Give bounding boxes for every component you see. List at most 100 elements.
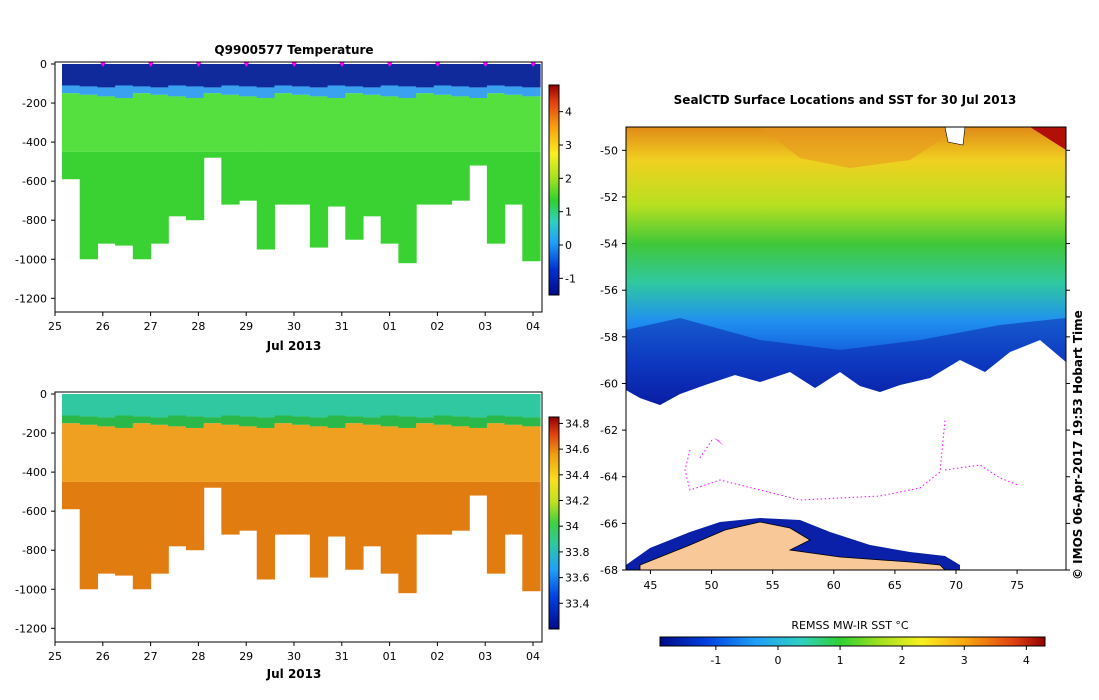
profile-mid-layer (79, 94, 99, 152)
profile-transition-layer (451, 416, 470, 427)
x-tick-label: 02 (430, 650, 444, 663)
profile-surface-layer (362, 394, 382, 418)
profile-mid-layer (522, 96, 541, 152)
profile-transition-layer (97, 417, 116, 427)
x-tick-label: 26 (96, 320, 110, 333)
y-tick-label: -400 (22, 466, 47, 479)
profile-surface-layer (168, 394, 187, 416)
profile-deep-layer (469, 481, 488, 496)
profile-mid-layer (239, 96, 258, 152)
profile-transition-layer (486, 85, 506, 94)
profile-mid-layer (185, 427, 205, 482)
profile-mid-layer (150, 424, 169, 482)
profile-surface-layer (416, 64, 435, 88)
profile-mid-layer (416, 423, 435, 482)
x-tick-label: 30 (287, 320, 301, 333)
colorbar-tick-label: 33.4 (565, 597, 590, 610)
y-tick-label: -200 (22, 427, 47, 440)
profile-deep-layer (522, 151, 541, 262)
profile-surface-layer (327, 64, 346, 86)
profile-transition-layer (221, 85, 240, 95)
profile-deep-layer (62, 151, 81, 180)
profile-surface-layer (486, 64, 506, 86)
profile-mid-layer (62, 423, 81, 482)
profile-deep-layer (274, 481, 293, 535)
x-tick-label: 25 (48, 320, 62, 333)
profile-deep-layer (79, 481, 99, 590)
y-tick-label: -800 (22, 544, 47, 557)
map-y-tick-label: -52 (600, 191, 618, 204)
profile-transition-layer (239, 86, 258, 97)
profile-mid-layer (416, 93, 435, 152)
profile-mid-layer (469, 97, 488, 152)
profile-deep-layer (203, 481, 222, 488)
profile-mid-layer (345, 93, 364, 152)
sst-map-panel: SealCTD Surface Locations and SST for 30… (600, 93, 1085, 667)
sst-colorbar-ticks: -1 0 1 2 3 4 (710, 646, 1030, 667)
profile-deep-layer (504, 151, 523, 205)
salinity-colorbar (548, 416, 560, 630)
profile-marker (386, 62, 393, 67)
profile-mid-layer (79, 424, 99, 482)
map-y-tick-label: -60 (600, 377, 618, 390)
map-y-tick-label: -58 (600, 331, 618, 344)
sst-colorbar-tick-label: 1 (837, 654, 844, 667)
profile-transition-layer (486, 415, 506, 424)
profile-transition-layer (433, 415, 453, 425)
profile-transition-layer (309, 417, 329, 427)
x-tick-label: 31 (335, 320, 349, 333)
colorbar-tick-label: 2 (565, 172, 572, 185)
profile-surface-layer (522, 64, 541, 88)
profile-deep-layer (416, 481, 435, 535)
sst-colorbar-tick-label: 2 (899, 654, 906, 667)
profile-mid-layer (292, 94, 311, 152)
map-y-tick-label: -62 (600, 424, 618, 437)
profile-surface-layer (239, 64, 258, 87)
profile-deep-layer (256, 481, 276, 580)
profile-deep-layer (327, 481, 346, 537)
profile-mid-layer (274, 93, 293, 152)
profile-surface-layer (292, 394, 311, 417)
profile-deep-layer (62, 481, 81, 510)
profile-surface-layer (203, 394, 222, 418)
profile-deep-layer (239, 481, 258, 531)
y-tick-label: -800 (22, 214, 47, 227)
x-tick-label: 31 (335, 650, 349, 663)
seal-track (684, 419, 1019, 501)
profile-marker (339, 62, 345, 67)
x-tick-label: 27 (144, 320, 158, 333)
profile-deep-layer (168, 151, 187, 217)
profile-transition-layer (522, 417, 541, 427)
profile-transition-layer (292, 416, 311, 425)
profile-mid-layer (150, 94, 169, 152)
x-tick-label: 04 (526, 320, 540, 333)
colorbar-tick-label: 4 (565, 106, 572, 119)
profile-transition-layer (256, 417, 276, 428)
temperature-panel: Q9900577 Temperature 0 -200 -400 -600 -800 -1… (15, 43, 576, 353)
profile-deep-layer (79, 151, 99, 260)
profile-deep-layer (132, 481, 152, 590)
y-tick-label: -200 (22, 97, 47, 110)
profile-transition-layer (362, 87, 382, 95)
profile-deep-layer (469, 151, 488, 166)
profile-deep-layer (115, 481, 134, 576)
x-tick-label: 29 (239, 320, 253, 333)
profile-surface-layer (274, 64, 293, 86)
profile-transition-layer (150, 87, 169, 95)
profile-deep-layer (345, 481, 364, 570)
y-tick-label: -1000 (15, 253, 47, 266)
profile-mid-layer (522, 426, 541, 482)
profile-transition-layer (345, 416, 364, 424)
profile-mid-layer (239, 426, 258, 482)
profile-surface-layer (115, 64, 134, 86)
profile-transition-layer (97, 87, 116, 97)
profile-surface-layer (504, 64, 523, 87)
profile-deep-layer (451, 151, 470, 201)
profile-marker (291, 62, 298, 67)
x-tick-label: 28 (191, 650, 205, 663)
profile-deep-layer (380, 151, 399, 244)
profile-surface-layer (239, 394, 258, 417)
profile-surface-layer (309, 394, 329, 418)
profile-surface-layer (433, 394, 453, 416)
profile-transition-layer (398, 86, 417, 98)
